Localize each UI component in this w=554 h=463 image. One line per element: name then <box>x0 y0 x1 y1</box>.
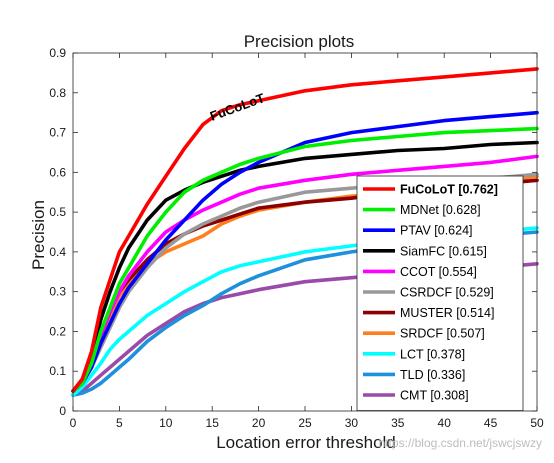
legend-entry: CSRDCF [0.529] <box>400 286 494 300</box>
series-line-mdnet <box>71 126 539 393</box>
x-tick-label: 30 <box>345 416 359 430</box>
legend-entry: CCOT [0.554] <box>400 265 477 279</box>
x-tick-label: 35 <box>391 416 405 430</box>
x-tick-label: 10 <box>159 416 173 430</box>
y-tick-label: 0.7 <box>49 126 66 140</box>
y-axis-label: Precision <box>29 200 48 270</box>
y-tick-label: 0 <box>59 404 66 418</box>
series-line-fucolot <box>71 67 539 393</box>
y-tick-label: 0.8 <box>49 86 66 100</box>
x-tick-label: 50 <box>530 416 544 430</box>
x-tick-label: 25 <box>298 416 312 430</box>
x-tick-label: 15 <box>206 416 220 430</box>
x-tick-label: 45 <box>484 416 498 430</box>
y-tick-label: 0.2 <box>49 324 66 338</box>
y-tick-label: 0.1 <box>49 364 66 378</box>
chart-title: Precision plots <box>244 32 355 51</box>
watermark: https://blog.csdn.net/jswcjswzy <box>379 436 542 450</box>
y-tick-label: 0.6 <box>49 165 66 179</box>
y-tick-label: 0.3 <box>49 285 66 299</box>
legend-entry: PTAV [0.624] <box>400 224 473 238</box>
x-tick-label: 40 <box>438 416 452 430</box>
legend-entry: CMT [0.308] <box>400 389 469 403</box>
x-tick-label: 0 <box>70 416 77 430</box>
y-tick-label: 0.5 <box>49 205 66 219</box>
legend-entry: FuCoLoT [0.762] <box>400 183 498 197</box>
series-layer <box>71 67 539 397</box>
legend-entry: TLD [0.336] <box>400 368 465 382</box>
y-tick-label: 0.4 <box>49 245 66 259</box>
y-tick-label: 0.9 <box>49 46 66 60</box>
axes: 0 5 10 15 20 25 30 35 40 45 50 0 0.1 0.2 0.3 0.4 0.5 0.6 0… <box>49 46 544 430</box>
legend-entry: SiamFC [0.615] <box>400 244 487 258</box>
legend-entry: MUSTER [0.514] <box>400 306 494 320</box>
legend: FuCoLoT [0.762] MDNet [0.628] PTAV [0.624]… <box>356 175 524 412</box>
x-tick-label: 20 <box>252 416 266 430</box>
x-axis-label: Location error threshold <box>216 433 396 452</box>
legend-entry: MDNet [0.628] <box>400 203 481 217</box>
legend-entry: LCT [0.378] <box>400 347 465 361</box>
x-tick-label: 5 <box>116 416 123 430</box>
legend-entry: SRDCF [0.507] <box>400 327 485 341</box>
series-line-ptav <box>71 110 539 393</box>
